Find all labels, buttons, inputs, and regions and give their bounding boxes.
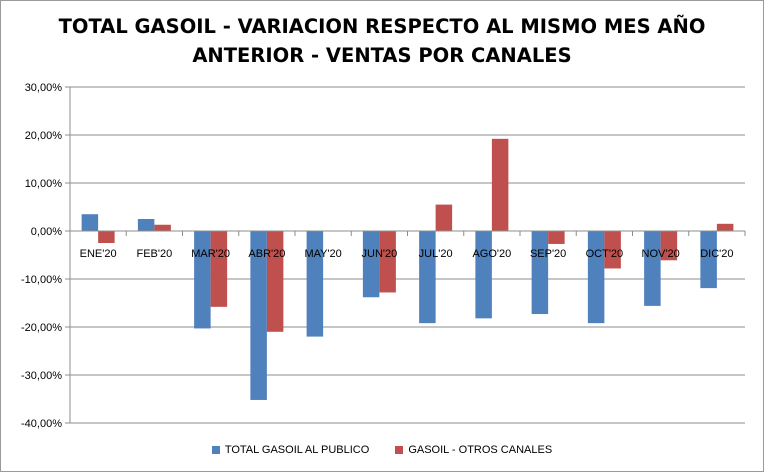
bar-publico-9 [587, 231, 605, 324]
bar-otros-5 [379, 231, 396, 293]
x-category-label: JUN'20 [362, 248, 398, 260]
bar-otros-10 [660, 231, 678, 261]
bar-publico-6 [419, 231, 436, 324]
y-axis: 30,00% 20,00% 10,00% 0,00% -10,00% -20,00% -30… [21, 82, 71, 430]
bars [81, 138, 734, 400]
bar-publico-0 [81, 214, 99, 231]
y-tick-label: 30,00% [25, 82, 63, 94]
x-category-label: ABR'20 [248, 248, 285, 260]
legend-item-publico: TOTAL GASOIL AL PUBLICO [211, 444, 370, 456]
bar-otros-3 [266, 231, 284, 332]
chart-title: TOTAL GASOIL - VARIACION RESPECTO AL MIS… [0, 12, 764, 70]
bar-otros-7 [491, 138, 509, 231]
bar-otros-11 [716, 223, 734, 231]
x-axis: ENE'20 FEB'20 MAR'20 ABR'20 MAY'20 JUN'20 JUL'… [69, 230, 746, 260]
y-tick-label: -30,00% [21, 370, 62, 382]
legend-swatch-publico [211, 446, 220, 454]
bar-otros-2 [210, 231, 228, 307]
x-category-label: AGO'20 [472, 248, 511, 260]
bar-publico-4 [306, 231, 324, 337]
y-tick-label: 0,00% [31, 226, 62, 238]
legend: TOTAL GASOIL AL PUBLICO GASOIL - OTROS C… [0, 444, 764, 456]
x-category-label: MAR'20 [191, 248, 230, 260]
bar-otros-9 [604, 231, 621, 269]
x-category-label: OCT'20 [586, 248, 624, 260]
bar-publico-1 [137, 219, 155, 231]
bar-otros-6 [435, 204, 453, 231]
bar-publico-10 [644, 231, 661, 306]
legend-item-otros: GASOIL - OTROS CANALES [395, 444, 552, 456]
y-tick-label: 10,00% [25, 178, 63, 190]
bar-publico-11 [700, 231, 717, 289]
x-category-label: DIC'20 [700, 248, 733, 260]
bar-publico-8 [531, 231, 549, 315]
x-category-label: FEB'20 [137, 248, 173, 260]
x-category-label: NOV'20 [642, 248, 680, 260]
chart-title-line-2: ANTERIOR - VENTAS POR CANALES [192, 44, 572, 67]
x-category-label: ENE'20 [80, 248, 117, 260]
x-category-label: JUL'20 [419, 248, 453, 260]
legend-label-publico: TOTAL GASOIL AL PUBLICO [224, 444, 370, 456]
bar-publico-5 [362, 231, 380, 298]
bar-otros-0 [98, 231, 115, 243]
legend-label-otros: GASOIL - OTROS CANALES [408, 444, 553, 456]
x-category-label: SEP'20 [530, 248, 566, 260]
legend-swatch-otros [395, 446, 404, 454]
bar-otros-1 [154, 224, 171, 231]
bar-otros-8 [548, 231, 565, 244]
chart-title-line-1: TOTAL GASOIL - VARIACION RESPECTO AL MIS… [58, 15, 706, 38]
bar-publico-7 [475, 231, 492, 319]
y-tick-label: -10,00% [21, 274, 62, 286]
bar-publico-3 [250, 231, 267, 400]
x-category-label: MAY'20 [304, 248, 341, 260]
y-tick-label: 20,00% [25, 130, 63, 142]
y-tick-label: -40,00% [21, 418, 62, 430]
bar-publico-2 [194, 231, 211, 329]
y-tick-label: -20,00% [21, 322, 62, 334]
